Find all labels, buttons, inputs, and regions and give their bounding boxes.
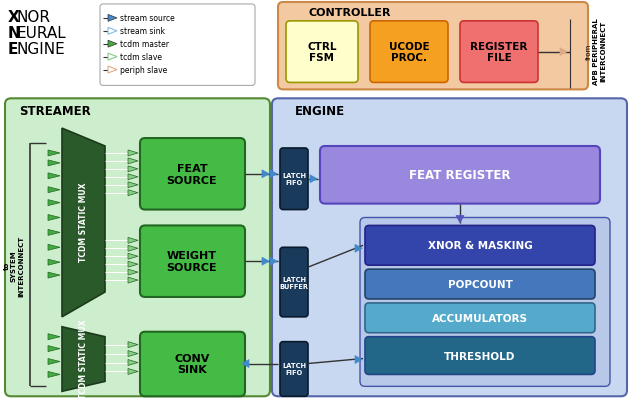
FancyBboxPatch shape: [272, 99, 627, 396]
Polygon shape: [62, 327, 105, 391]
FancyBboxPatch shape: [365, 270, 595, 299]
Polygon shape: [270, 171, 277, 178]
Polygon shape: [128, 254, 138, 260]
Text: POPCOUNT: POPCOUNT: [447, 279, 513, 289]
Polygon shape: [108, 67, 117, 74]
FancyBboxPatch shape: [140, 139, 245, 210]
Polygon shape: [48, 187, 60, 193]
Text: CONV
SINK: CONV SINK: [174, 353, 210, 374]
Text: TCDM STATIC MUX: TCDM STATIC MUX: [79, 319, 88, 398]
Polygon shape: [62, 129, 105, 317]
FancyBboxPatch shape: [365, 226, 595, 265]
FancyBboxPatch shape: [365, 303, 595, 333]
Text: CTRL
FSM: CTRL FSM: [307, 42, 337, 63]
Text: UCODE
PROC.: UCODE PROC.: [388, 42, 429, 63]
Text: FEAT REGISTER: FEAT REGISTER: [409, 169, 511, 182]
Polygon shape: [262, 258, 269, 265]
Polygon shape: [310, 175, 317, 183]
Polygon shape: [108, 28, 117, 35]
Polygon shape: [48, 371, 60, 378]
Polygon shape: [108, 16, 117, 22]
Polygon shape: [128, 262, 138, 267]
FancyBboxPatch shape: [280, 342, 308, 396]
Polygon shape: [128, 277, 138, 283]
Polygon shape: [270, 258, 277, 265]
Polygon shape: [128, 182, 138, 188]
Polygon shape: [128, 159, 138, 164]
Text: XNOR & MASKING: XNOR & MASKING: [428, 241, 532, 251]
Text: stream sink: stream sink: [120, 27, 165, 36]
Polygon shape: [48, 359, 60, 364]
Text: X: X: [8, 10, 20, 25]
Polygon shape: [128, 369, 138, 375]
Polygon shape: [48, 272, 60, 279]
FancyBboxPatch shape: [365, 337, 595, 375]
Polygon shape: [560, 49, 567, 56]
Text: N: N: [8, 26, 20, 41]
FancyBboxPatch shape: [460, 22, 538, 83]
Text: stream source: stream source: [120, 14, 175, 23]
Polygon shape: [262, 171, 269, 178]
Polygon shape: [48, 346, 60, 352]
Text: periph slave: periph slave: [120, 66, 167, 75]
FancyBboxPatch shape: [370, 22, 448, 83]
Text: THRESHOLD: THRESHOLD: [444, 351, 516, 361]
Text: ACCUMULATORS: ACCUMULATORS: [432, 313, 528, 323]
Text: NOR: NOR: [17, 10, 51, 25]
Text: LATCH
BUFFER: LATCH BUFFER: [280, 276, 308, 289]
Polygon shape: [128, 174, 138, 180]
FancyBboxPatch shape: [140, 226, 245, 297]
FancyBboxPatch shape: [280, 148, 308, 210]
Polygon shape: [128, 238, 138, 244]
Text: E: E: [8, 42, 19, 56]
Text: REGISTER
FILE: REGISTER FILE: [470, 42, 528, 63]
FancyBboxPatch shape: [5, 99, 270, 396]
FancyBboxPatch shape: [140, 332, 245, 396]
Polygon shape: [48, 230, 60, 236]
Text: NGINE: NGINE: [17, 42, 66, 56]
FancyBboxPatch shape: [280, 248, 308, 317]
Polygon shape: [48, 245, 60, 251]
Polygon shape: [128, 190, 138, 196]
Polygon shape: [128, 166, 138, 173]
Polygon shape: [128, 151, 138, 157]
Text: from: from: [586, 43, 592, 60]
Text: ENGINE: ENGINE: [295, 104, 345, 117]
Polygon shape: [128, 270, 138, 275]
Text: STREAMER: STREAMER: [19, 104, 91, 117]
Text: LATCH
FIFO: LATCH FIFO: [282, 173, 306, 186]
Polygon shape: [48, 173, 60, 179]
Polygon shape: [108, 54, 117, 61]
Text: CONTROLLER: CONTROLLER: [308, 8, 391, 18]
Polygon shape: [128, 246, 138, 252]
Polygon shape: [355, 245, 362, 253]
Polygon shape: [48, 260, 60, 265]
Polygon shape: [48, 334, 60, 340]
FancyBboxPatch shape: [100, 5, 255, 86]
Polygon shape: [456, 216, 464, 223]
Text: TCDM STATIC MUX: TCDM STATIC MUX: [79, 182, 88, 262]
Polygon shape: [242, 360, 249, 368]
FancyBboxPatch shape: [286, 22, 358, 83]
Text: LATCH
FIFO: LATCH FIFO: [282, 362, 306, 375]
Polygon shape: [108, 41, 117, 48]
Polygon shape: [48, 151, 60, 157]
Text: EURAL: EURAL: [17, 26, 67, 41]
Polygon shape: [48, 160, 60, 166]
Text: FEAT
SOURCE: FEAT SOURCE: [166, 164, 218, 185]
Polygon shape: [128, 342, 138, 348]
Text: to
SYSTEM
INTERCONNECT: to SYSTEM INTERCONNECT: [4, 235, 24, 296]
Text: WEIGHT
SOURCE: WEIGHT SOURCE: [166, 251, 218, 272]
Polygon shape: [128, 360, 138, 366]
Polygon shape: [48, 200, 60, 206]
Polygon shape: [48, 215, 60, 221]
Text: tcdm slave: tcdm slave: [120, 53, 162, 62]
Polygon shape: [128, 351, 138, 357]
Text: APB PERIPHERAL
INTERCONNECT: APB PERIPHERAL INTERCONNECT: [593, 18, 607, 85]
Polygon shape: [355, 356, 362, 364]
Text: tcdm master: tcdm master: [120, 40, 169, 49]
FancyBboxPatch shape: [320, 147, 600, 204]
FancyBboxPatch shape: [278, 3, 588, 90]
FancyBboxPatch shape: [360, 218, 610, 387]
